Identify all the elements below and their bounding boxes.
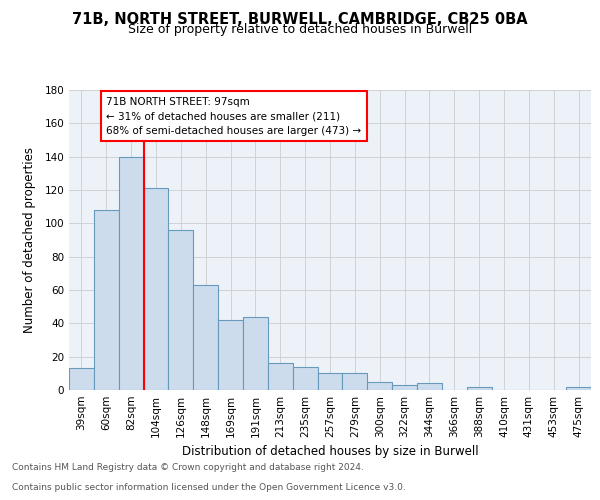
Bar bbox=[392, 385, 417, 390]
Bar bbox=[566, 386, 591, 390]
Bar bbox=[243, 316, 268, 390]
Bar bbox=[193, 285, 218, 390]
Bar bbox=[367, 382, 392, 390]
Bar bbox=[143, 188, 169, 390]
Bar bbox=[94, 210, 119, 390]
Bar bbox=[268, 364, 293, 390]
Bar bbox=[417, 384, 442, 390]
Text: 71B, NORTH STREET, BURWELL, CAMBRIDGE, CB25 0BA: 71B, NORTH STREET, BURWELL, CAMBRIDGE, C… bbox=[72, 12, 528, 28]
Bar bbox=[119, 156, 143, 390]
Bar bbox=[343, 374, 367, 390]
Text: Contains public sector information licensed under the Open Government Licence v3: Contains public sector information licen… bbox=[12, 484, 406, 492]
Bar bbox=[69, 368, 94, 390]
Bar bbox=[169, 230, 193, 390]
Y-axis label: Number of detached properties: Number of detached properties bbox=[23, 147, 36, 333]
Text: Contains HM Land Registry data © Crown copyright and database right 2024.: Contains HM Land Registry data © Crown c… bbox=[12, 464, 364, 472]
Bar bbox=[467, 386, 491, 390]
Bar bbox=[317, 374, 343, 390]
Text: Size of property relative to detached houses in Burwell: Size of property relative to detached ho… bbox=[128, 24, 472, 36]
Bar bbox=[293, 366, 317, 390]
Bar bbox=[218, 320, 243, 390]
Text: 71B NORTH STREET: 97sqm
← 31% of detached houses are smaller (211)
68% of semi-d: 71B NORTH STREET: 97sqm ← 31% of detache… bbox=[106, 96, 361, 136]
X-axis label: Distribution of detached houses by size in Burwell: Distribution of detached houses by size … bbox=[182, 446, 478, 458]
